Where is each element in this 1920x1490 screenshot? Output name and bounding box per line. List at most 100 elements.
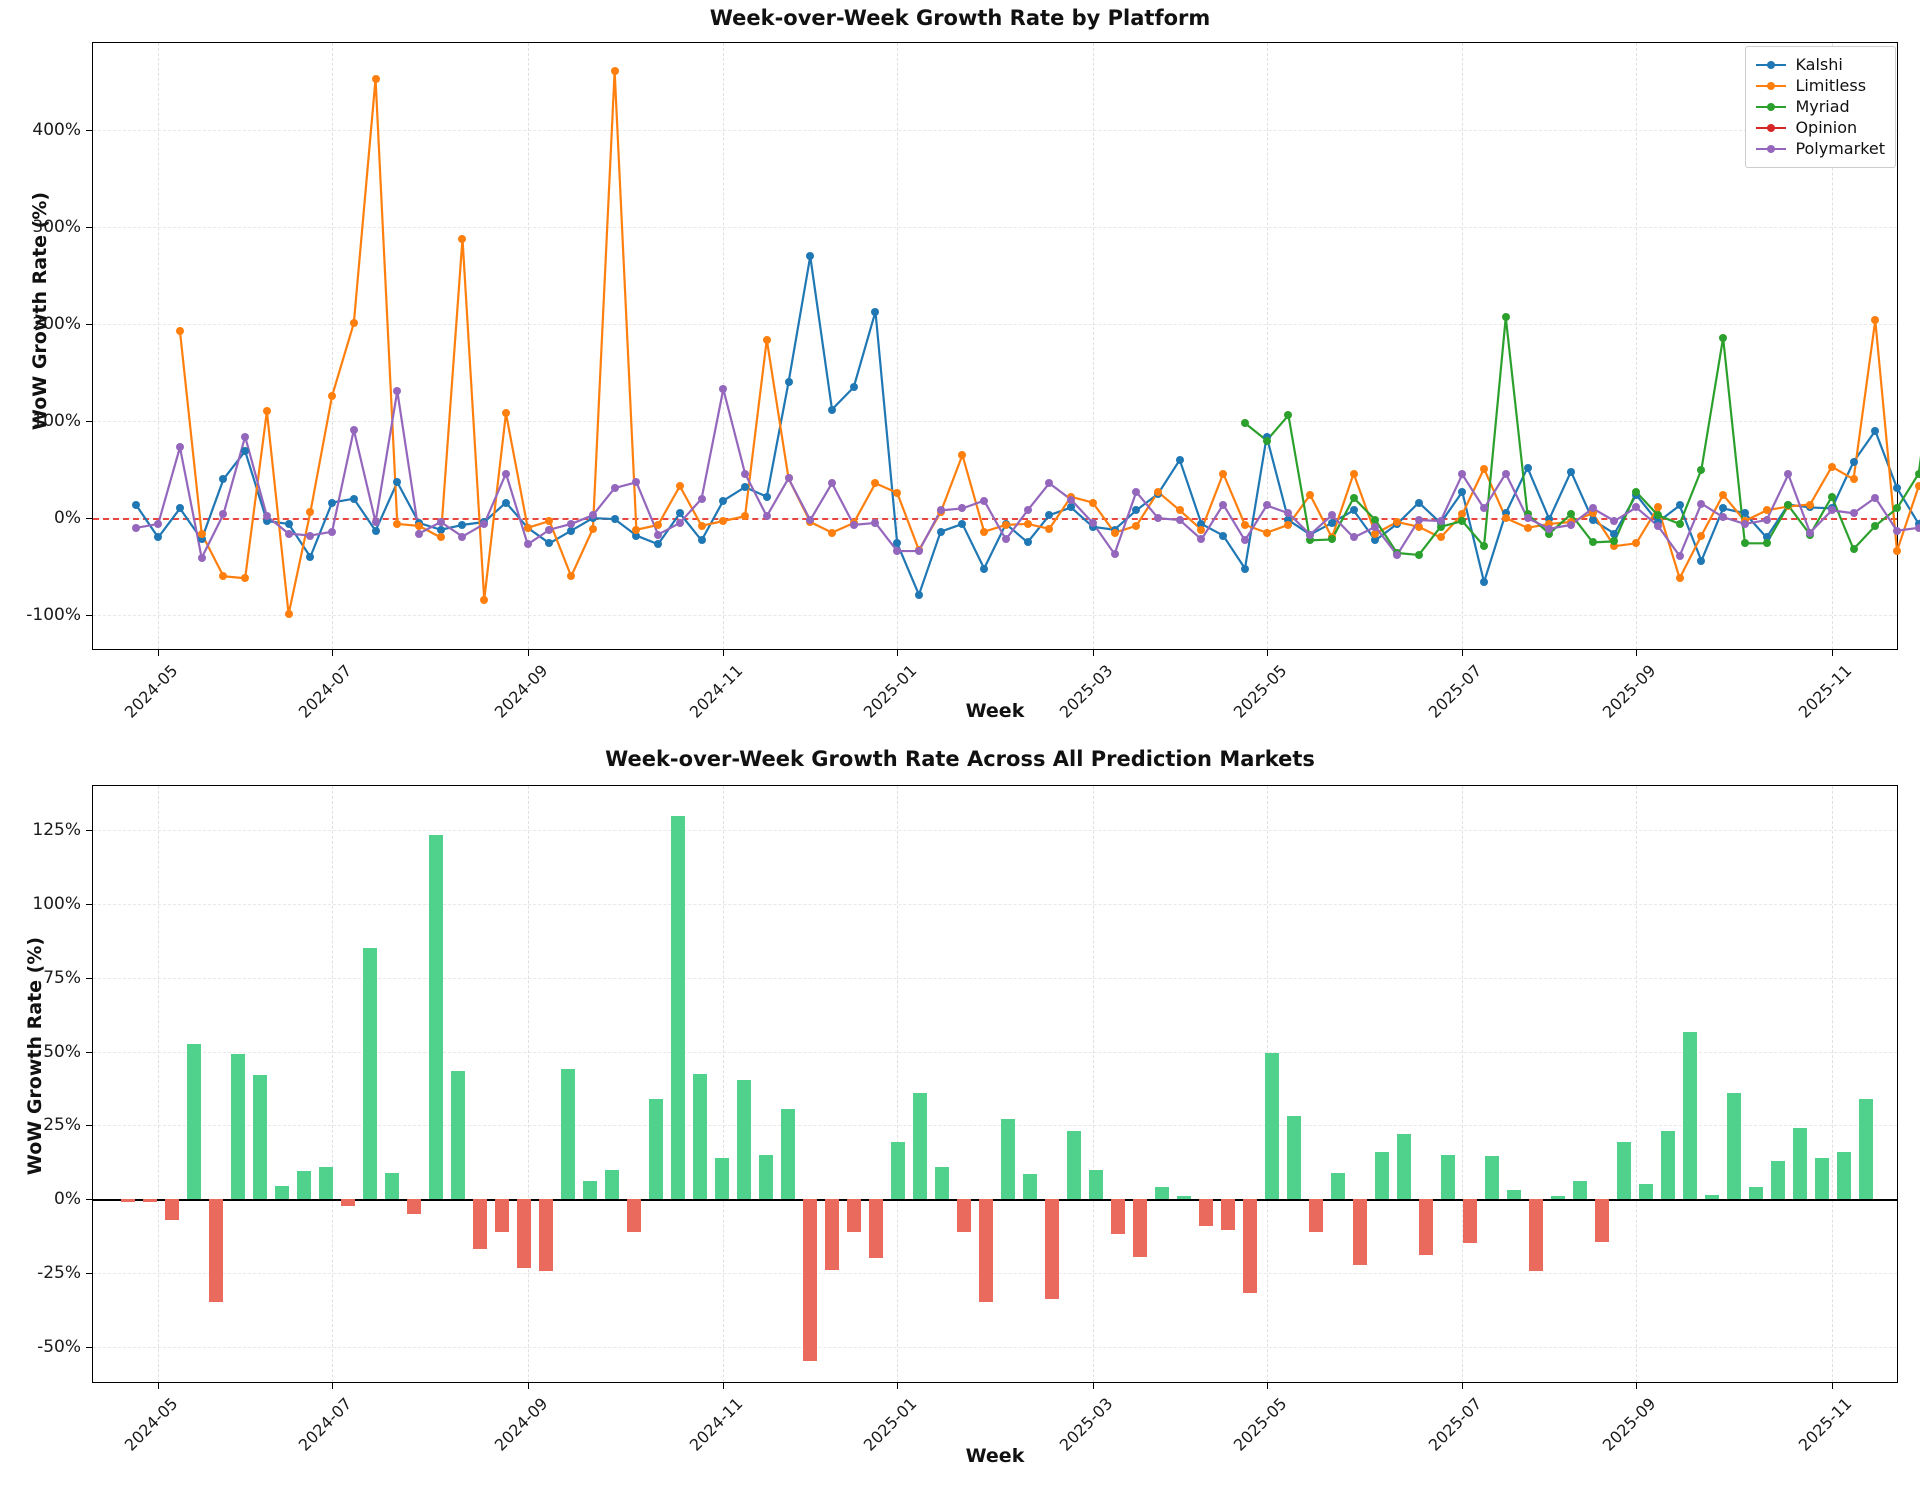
bar xyxy=(142,1199,157,1202)
series-marker-limitless xyxy=(719,517,728,525)
series-marker-limitless xyxy=(480,595,489,604)
y-axis-tick-mark xyxy=(86,615,93,617)
y-axis-tick-mark xyxy=(86,518,93,520)
series-marker-polymarket xyxy=(1762,516,1771,525)
series-marker-polymarket xyxy=(415,529,424,538)
gridline-horizontal xyxy=(93,324,1897,326)
series-marker-limitless xyxy=(284,610,293,619)
series-marker-polymarket xyxy=(523,540,532,549)
gridline-vertical xyxy=(158,786,160,1382)
bar xyxy=(1242,1199,1257,1294)
y-axis-tick-mark xyxy=(86,1199,93,1201)
y-axis-tick-label: 0% xyxy=(54,1189,81,1210)
x-axis-tick-mark xyxy=(1636,649,1638,656)
legend-item-kalshi[interactable]: Kalshi xyxy=(1756,54,1885,75)
y-axis-tick-label: -50% xyxy=(37,1336,81,1357)
series-marker-polymarket xyxy=(306,531,315,540)
legend-item-polymarket[interactable]: Polymarket xyxy=(1756,138,1885,159)
bar xyxy=(1286,1116,1301,1200)
chart-legend[interactable]: Kalshi Limitless Myriad Opinion Polymarket xyxy=(1745,46,1896,168)
series-marker-myriad xyxy=(1545,529,1554,538)
series-marker-kalshi xyxy=(784,378,793,387)
series-marker-polymarket xyxy=(1023,506,1032,515)
series-marker-polymarket xyxy=(1458,470,1467,479)
bar xyxy=(1132,1199,1147,1257)
series-marker-myriad xyxy=(1501,313,1510,322)
series-marker-limitless xyxy=(1653,503,1662,512)
series-marker-kalshi xyxy=(567,526,576,535)
series-marker-limitless xyxy=(1001,520,1010,529)
series-marker-polymarket xyxy=(1501,469,1510,478)
series-marker-limitless xyxy=(1284,520,1293,529)
series-marker-kalshi xyxy=(154,533,163,542)
series-marker-limitless xyxy=(871,479,880,488)
series-marker-myriad xyxy=(1784,501,1793,510)
series-marker-myriad xyxy=(1697,465,1706,474)
series-marker-polymarket xyxy=(371,517,380,526)
bar xyxy=(1704,1194,1719,1200)
y-axis-tick-label: 0% xyxy=(54,508,81,529)
series-marker-limitless xyxy=(1393,517,1402,526)
bar xyxy=(472,1199,487,1250)
series-marker-polymarket xyxy=(1067,495,1076,504)
bottom-chart-title: Week-over-Week Growth Rate Across All Pr… xyxy=(605,747,1315,771)
series-marker-polymarket xyxy=(1849,509,1858,518)
bar xyxy=(1396,1134,1411,1200)
series-marker-kalshi xyxy=(741,483,750,492)
series-marker-polymarket xyxy=(1436,517,1445,525)
bar xyxy=(384,1172,399,1200)
bar xyxy=(1550,1196,1565,1200)
y-axis-tick-mark xyxy=(86,1346,93,1348)
y-axis-tick-label: -25% xyxy=(37,1262,81,1283)
bar xyxy=(956,1199,971,1232)
legend-item-opinion[interactable]: Opinion xyxy=(1756,117,1885,138)
y-axis-tick-label: 100% xyxy=(32,411,81,432)
bar xyxy=(1682,1032,1697,1200)
bar xyxy=(1374,1151,1389,1200)
series-marker-polymarket xyxy=(1197,535,1206,544)
bar xyxy=(934,1166,949,1200)
panel-bar-chart: Week-over-Week Growth Rate Across All Pr… xyxy=(0,745,1920,1490)
series-marker-polymarket xyxy=(1697,499,1706,508)
series-marker-limitless xyxy=(436,533,445,542)
y-axis-tick-mark xyxy=(86,1125,93,1127)
bar xyxy=(362,948,377,1200)
legend-label: Opinion xyxy=(1795,118,1858,137)
series-marker-myriad xyxy=(1414,550,1423,559)
series-marker-polymarket xyxy=(1632,503,1641,512)
series-marker-polymarket xyxy=(827,479,836,488)
series-marker-polymarket xyxy=(1588,504,1597,513)
series-marker-myriad xyxy=(1762,539,1771,548)
series-marker-polymarket xyxy=(1914,523,1920,532)
bar xyxy=(120,1199,135,1202)
series-marker-myriad xyxy=(1675,519,1684,528)
series-marker-limitless xyxy=(610,67,619,76)
bar xyxy=(406,1199,421,1214)
legend-swatch-myriad-icon xyxy=(1756,100,1787,114)
series-marker-limitless xyxy=(1154,487,1162,496)
series-marker-limitless xyxy=(588,524,597,533)
series-marker-kalshi xyxy=(501,498,510,507)
series-marker-kalshi xyxy=(371,526,380,535)
series-marker-kalshi xyxy=(1871,426,1880,435)
series-marker-limitless xyxy=(545,517,554,525)
bar xyxy=(1000,1119,1015,1200)
series-marker-myriad xyxy=(1849,545,1858,554)
bar xyxy=(1154,1187,1169,1200)
series-marker-limitless xyxy=(458,234,467,243)
series-marker-myriad xyxy=(1653,511,1662,520)
series-marker-limitless xyxy=(1240,520,1249,529)
series-marker-myriad xyxy=(1262,436,1271,445)
series-marker-kalshi xyxy=(827,405,836,414)
y-axis-tick-label: 100% xyxy=(32,894,81,915)
bar xyxy=(516,1199,531,1269)
series-marker-limitless xyxy=(1175,506,1184,515)
gridline-horizontal xyxy=(93,1272,1897,1274)
y-axis-tick-mark xyxy=(86,904,93,906)
gridline-vertical xyxy=(1092,786,1094,1382)
legend-item-myriad[interactable]: Myriad xyxy=(1756,96,1885,117)
legend-item-limitless[interactable]: Limitless xyxy=(1756,75,1885,96)
series-marker-limitless xyxy=(632,525,641,534)
legend-label: Limitless xyxy=(1795,76,1867,95)
